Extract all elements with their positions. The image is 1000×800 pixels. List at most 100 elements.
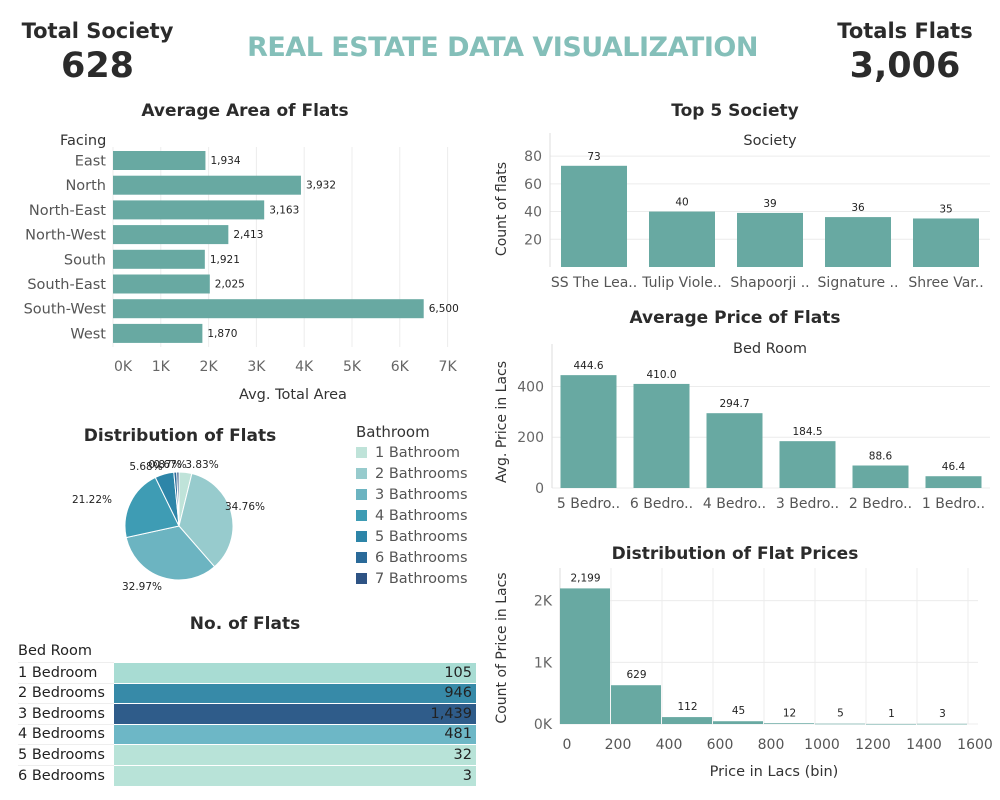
legend-item[interactable]: 2 Bathrooms bbox=[356, 463, 496, 484]
data-label: 444.6 bbox=[573, 360, 603, 372]
bar bbox=[113, 175, 301, 195]
bar bbox=[113, 299, 424, 319]
bar bbox=[925, 476, 982, 488]
category-label: North-East bbox=[29, 203, 106, 219]
nflats-table-wrap: Bed Room 1 Bedroom 105 2 Bedrooms 946 3 Bedr… bbox=[18, 643, 476, 786]
y-tick-label: 20 bbox=[524, 232, 542, 248]
nflats-row-header: Bed Room bbox=[18, 643, 92, 659]
row-label: 2 Bedrooms bbox=[18, 682, 114, 704]
y-tick-label: 60 bbox=[524, 177, 542, 193]
column-header: Bed Room bbox=[733, 341, 807, 357]
row-value: 3 bbox=[114, 764, 476, 786]
y-tick-label: 0K bbox=[534, 717, 553, 733]
legend-item[interactable]: 3 Bathrooms bbox=[356, 484, 496, 505]
category-label: Shapoorji .. bbox=[730, 275, 809, 291]
x-tick-label: 400 bbox=[656, 737, 683, 753]
total-society-label: Total Society bbox=[21, 19, 174, 43]
bar bbox=[633, 383, 690, 488]
histogram-bar bbox=[611, 685, 661, 724]
row-value: 105 bbox=[114, 662, 476, 683]
data-label: 3,932 bbox=[306, 180, 336, 192]
category-label: 4 Bedro.. bbox=[703, 496, 766, 512]
pie-slice bbox=[125, 525, 216, 581]
legend-item[interactable]: 1 Bathroom bbox=[356, 442, 496, 463]
histogram-bar bbox=[866, 723, 916, 725]
bar bbox=[113, 151, 206, 170]
table-row: 6 Bedrooms 3 bbox=[18, 764, 476, 786]
histogram-bar bbox=[662, 717, 712, 724]
row-header: Facing bbox=[60, 133, 106, 149]
total-flats-label: Totals Flats bbox=[837, 19, 973, 43]
legend-item[interactable]: 6 Bathrooms bbox=[356, 547, 496, 568]
legend-item[interactable]: 4 Bathrooms bbox=[356, 505, 496, 526]
category-label: South bbox=[64, 252, 106, 268]
legend-label: 1 Bathroom bbox=[375, 444, 461, 461]
legend-item[interactable]: 5 Bathrooms bbox=[356, 526, 496, 547]
total-flats-value: 3,006 bbox=[849, 46, 961, 86]
data-label: 73 bbox=[587, 151, 600, 163]
data-label: 2,413 bbox=[233, 229, 263, 241]
data-label: 2,199 bbox=[570, 572, 600, 584]
y-tick-label: 2K bbox=[534, 594, 553, 610]
data-label: 36 bbox=[851, 202, 865, 214]
legend-swatch bbox=[356, 531, 367, 542]
pie-title: Distribution of Flats bbox=[83, 426, 277, 446]
legend-label: 2 Bathrooms bbox=[375, 465, 468, 482]
x-tick-label: 5K bbox=[343, 359, 362, 375]
bar bbox=[913, 218, 979, 267]
data-label: 46.4 bbox=[942, 461, 966, 473]
data-label: 45 bbox=[732, 705, 745, 717]
x-tick-label: 2K bbox=[200, 359, 219, 375]
row-label: 1 Bedroom bbox=[18, 662, 114, 683]
avg-price-title: Average Price of Flats bbox=[629, 308, 841, 328]
category-label: 5 Bedro.. bbox=[557, 496, 620, 512]
category-label: Tulip Viole.. bbox=[641, 275, 722, 291]
legend-label: 3 Bathrooms bbox=[375, 486, 468, 503]
column-header: Society bbox=[743, 133, 797, 149]
category-label: North-West bbox=[25, 228, 106, 244]
x-tick-label: 600 bbox=[707, 737, 734, 753]
data-label: 410.0 bbox=[646, 369, 676, 381]
pie-slice bbox=[124, 476, 180, 539]
data-label: 1,921 bbox=[210, 254, 240, 266]
table-row: 4 Bedrooms 481 bbox=[18, 723, 476, 745]
x-tick-label: 1200 bbox=[855, 737, 891, 753]
data-label: 184.5 bbox=[792, 426, 822, 438]
bar bbox=[113, 249, 205, 269]
table-row: 5 Bedrooms 32 bbox=[18, 744, 476, 765]
data-label: 2,025 bbox=[215, 279, 245, 291]
legend-swatch bbox=[356, 447, 367, 458]
legend-item[interactable]: 7 Bathrooms bbox=[356, 568, 496, 589]
data-label: 1,870 bbox=[207, 328, 237, 340]
y-tick-label: 40 bbox=[524, 205, 542, 221]
data-label: 40 bbox=[675, 197, 688, 209]
x-tick-label: 200 bbox=[605, 737, 632, 753]
x-tick-label: 1600 bbox=[957, 737, 993, 753]
legend-swatch bbox=[356, 468, 367, 479]
data-label: 35 bbox=[939, 203, 952, 215]
category-label: 1 Bedro.. bbox=[922, 496, 985, 512]
x-tick-label: 1K bbox=[152, 359, 171, 375]
legend-swatch bbox=[356, 573, 367, 584]
pie-slice bbox=[178, 472, 234, 568]
histogram-bar bbox=[764, 723, 814, 724]
slice-label: 21.22% bbox=[72, 494, 112, 506]
legend-label: 5 Bathrooms bbox=[375, 528, 468, 545]
y-tick-label: 80 bbox=[524, 149, 542, 165]
bar bbox=[561, 165, 627, 267]
category-label: 6 Bedro.. bbox=[630, 496, 693, 512]
category-label: East bbox=[75, 154, 107, 170]
category-label: Shree Var.. bbox=[908, 275, 983, 291]
price-histogram-chart: 0 200 400 600 800 1000 1200 1400 1600 0K 1K 2K Count… bbox=[494, 568, 993, 780]
avg-area-chart: 0K 1K 2K 3K 4K 5K 6K 7K Avg. Total Area Facing Eas… bbox=[24, 133, 459, 403]
x-tick-label: 6K bbox=[391, 359, 410, 375]
histogram-bar bbox=[815, 723, 865, 725]
bathroom-legend: Bathroom 1 Bathroom 2 Bathrooms 3 Bathroom… bbox=[356, 423, 496, 589]
row-label: 5 Bedrooms bbox=[18, 744, 114, 765]
pie-slice bbox=[176, 471, 180, 527]
data-label: 1 bbox=[888, 708, 895, 720]
category-label: South-East bbox=[27, 277, 106, 293]
category-label: South-West bbox=[24, 302, 107, 318]
category-label: Signature .. bbox=[818, 275, 899, 291]
x-tick-label: 4K bbox=[295, 359, 314, 375]
